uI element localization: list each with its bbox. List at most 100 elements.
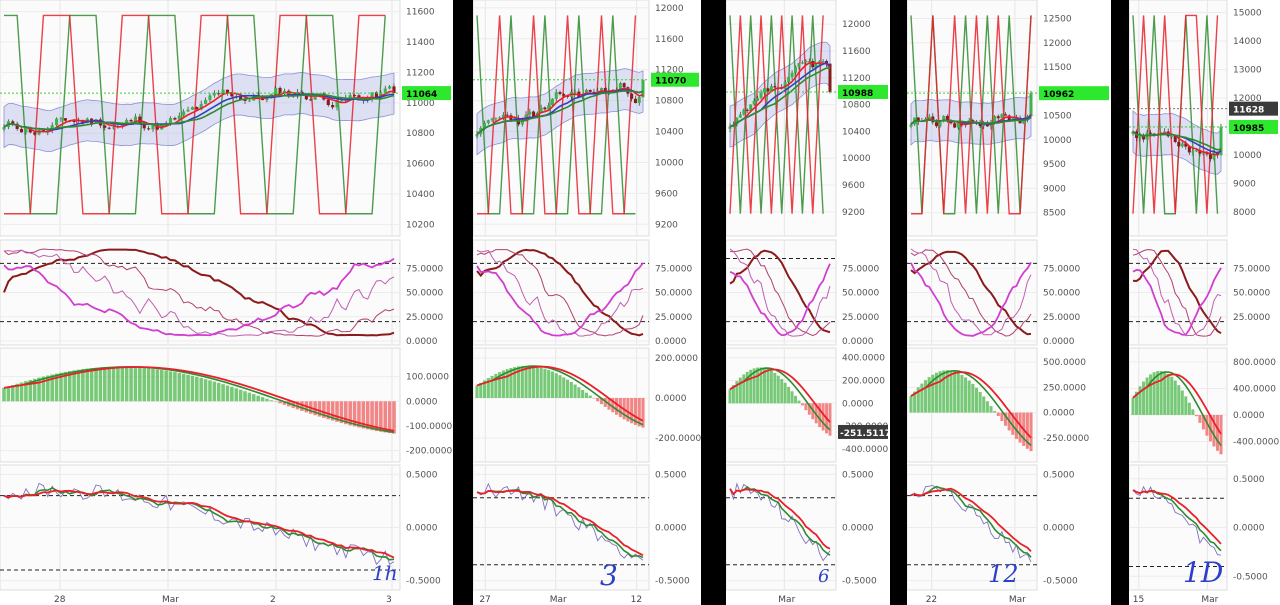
y-tick-label: 0.0000 [1233,411,1265,421]
macd-histogram-bar [790,391,794,404]
macd-histogram-bar [828,403,832,436]
y-tick-label: -400.0000 [1233,437,1279,447]
y-tick-label: 0.5000 [842,470,874,480]
stochastic-line [3,249,395,337]
y-tick-label: -400.0000 [842,445,888,455]
macd-histogram-bar [769,370,773,404]
macd-histogram-bar [821,403,825,431]
candle [326,98,330,107]
macd-histogram-bar [1215,414,1219,451]
red-zigzag-line [729,15,824,214]
macd-histogram-bar [317,401,322,417]
macd-signal-line [1132,373,1222,435]
macd-histogram-bar [1177,385,1181,415]
stochastic-line [910,261,1032,337]
macd-histogram-bar [581,389,585,398]
macd-histogram-bar [996,412,1000,417]
candle [190,106,194,110]
x-tick-label: 3 [386,595,392,605]
panel-12: 8500900095001000010500110001150012000125… [907,0,1111,605]
macd-histogram-bar [1149,374,1153,415]
candle [186,106,190,113]
candle [103,123,107,131]
x-tick-label: 28 [54,595,66,605]
y-tick-label: 10000 [1233,151,1262,161]
marker-price-tag [1229,101,1278,116]
macd-histogram-bar [588,395,592,398]
y-tick-label: 25.0000 [842,313,879,323]
macd-histogram-bar [32,378,37,402]
macd-histogram-bar [745,371,749,404]
candle [204,97,208,105]
candle [794,65,798,75]
macd-signal-line [910,371,1032,439]
candle [55,117,59,127]
macd-histogram-bar [909,396,913,413]
y-tick-label: -0.5000 [1233,572,1268,582]
y-tick-label: 12000 [655,4,684,14]
candle [637,95,641,106]
macd-histogram-bar [2,387,6,402]
marker-price-label: 11628 [1233,106,1264,116]
panel-1h: 10200 10400 10600 10800 11000 11200 11400 11600… [0,0,453,605]
x-tick-label: 22 [926,595,937,605]
oscillator-line [910,487,1032,553]
chart-svg: 9200 9600 10000 10400 10800 11200 11600 12000 0.… [473,0,701,605]
y-tick-label: 0.5000 [1233,475,1265,485]
candle [1142,133,1146,143]
macd-line [910,369,1032,447]
macd-histogram-bar [225,385,230,402]
chart-svg: 8000900010000110001200013000140001500025… [1129,0,1279,605]
y-tick-label: 50.0000 [1043,289,1080,299]
macd-histogram-bar [107,366,111,402]
candle [388,84,392,90]
candle [353,93,357,98]
candle [107,126,111,130]
y-tick-label: 0.5000 [655,470,687,480]
macd-histogram-bar [1018,412,1022,443]
stochastic-line [476,262,644,337]
y-tick-label: 75.0000 [655,264,692,274]
candle [212,90,216,98]
stochastic-line [1132,249,1222,337]
macd-histogram-bar [195,376,199,402]
macd-histogram-bar [1219,414,1223,455]
macd-histogram-bar [313,401,317,416]
oscillator-line [1132,489,1222,545]
macd-histogram-bar [494,373,498,398]
candle [243,96,247,105]
macd-histogram-bar [278,401,282,404]
macd-histogram-bar [599,398,604,405]
red-zigzag-line [4,14,386,215]
y-tick-label: 0.0000 [655,524,687,534]
candle [1131,130,1135,136]
macd-histogram-bar [787,386,791,404]
macd-histogram-bar [54,373,59,402]
candle [532,110,536,117]
stochastic-line [729,249,831,334]
last-price-label: 10962 [1043,90,1074,100]
macd-histogram-bar [742,374,746,404]
macd-histogram-bar [256,395,260,402]
macd-histogram-bar [804,403,808,411]
macd-histogram-bar [603,398,607,407]
macd-histogram-bar [387,401,392,434]
last-price-tag [1229,119,1278,134]
y-tick-label: 9600 [842,181,865,191]
candle [50,122,54,134]
candle [543,106,547,111]
y-tick-label: 11200 [842,74,871,84]
y-tick-label: 11200 [406,68,435,78]
y-tick-label: 25.0000 [406,313,443,323]
last-price-label: 11064 [406,90,437,100]
y-tick-label: 50.0000 [842,289,879,299]
y-tick-label: -0.5000 [655,577,690,587]
y-tick-label: 11600 [842,47,871,57]
macd-histogram-bar [265,398,269,402]
macd-histogram-bar [339,401,344,424]
macd-histogram-bar [479,382,483,398]
macd-histogram-bar [797,400,801,404]
macd-histogram-bar [24,381,28,402]
x-tick-label: Mar [778,595,795,605]
chart-svg: 9200 9600 10000 10400 10800 11200 11600 12000 0.… [726,0,890,605]
